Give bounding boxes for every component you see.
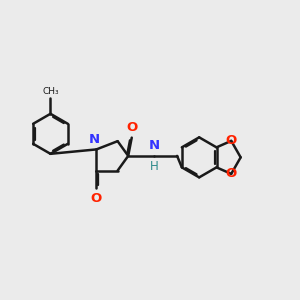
- Text: O: O: [226, 134, 237, 147]
- Text: O: O: [91, 192, 102, 205]
- Text: H: H: [150, 160, 159, 173]
- Text: CH₃: CH₃: [42, 87, 59, 96]
- Text: O: O: [127, 121, 138, 134]
- Text: N: N: [149, 140, 160, 152]
- Text: O: O: [226, 167, 237, 180]
- Text: N: N: [88, 134, 100, 146]
